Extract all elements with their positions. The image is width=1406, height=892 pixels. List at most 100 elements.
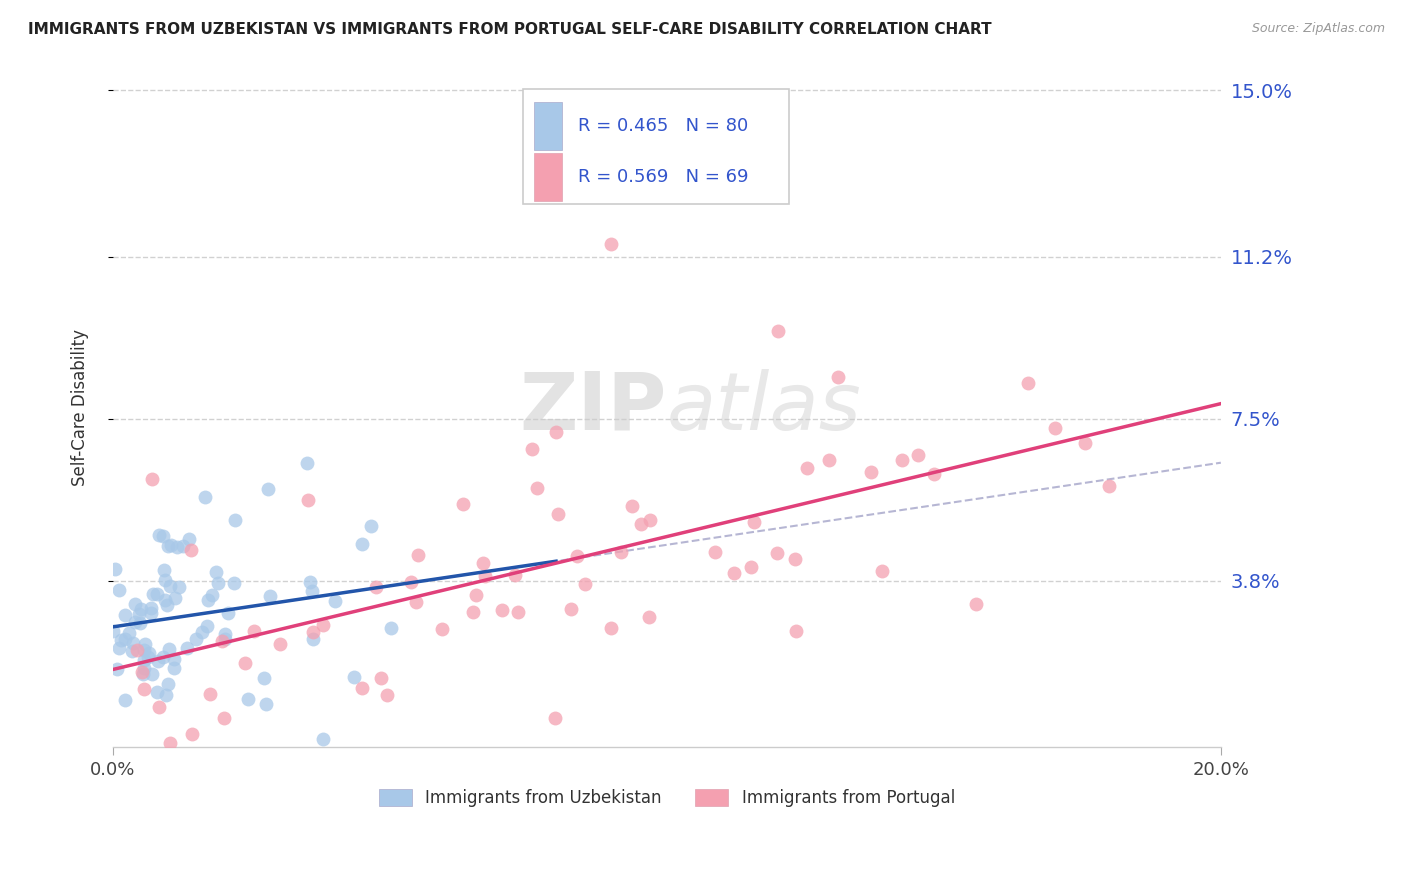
Point <box>350 536 373 550</box>
Point <box>544 711 567 725</box>
Point <box>148 528 170 542</box>
Point <box>723 566 745 581</box>
Point <box>312 618 335 632</box>
Point <box>201 588 224 602</box>
Point <box>211 634 233 648</box>
Point <box>560 602 582 616</box>
Point <box>214 627 236 641</box>
Point <box>110 632 132 647</box>
Point <box>630 517 652 532</box>
Point <box>197 593 219 607</box>
Point <box>380 622 402 636</box>
Point <box>703 545 725 559</box>
Point <box>323 594 346 608</box>
Point <box>156 599 179 613</box>
Point <box>520 442 543 456</box>
Point <box>257 482 280 496</box>
Point <box>860 465 883 479</box>
Point <box>474 569 496 583</box>
Point <box>167 580 190 594</box>
Text: Source: ZipAtlas.com: Source: ZipAtlas.com <box>1251 22 1385 36</box>
Point <box>152 650 174 665</box>
Point <box>1074 435 1097 450</box>
Point <box>214 711 236 725</box>
Point <box>155 689 177 703</box>
Point <box>191 624 214 639</box>
Point <box>132 682 155 697</box>
Text: R = 0.465   N = 80: R = 0.465 N = 80 <box>578 117 748 136</box>
Point <box>163 591 186 605</box>
Point <box>600 236 623 251</box>
Point <box>186 632 208 646</box>
Point <box>907 448 929 462</box>
Point <box>195 618 218 632</box>
Legend: Immigrants from Uzbekistan, Immigrants from Portugal: Immigrants from Uzbekistan, Immigrants f… <box>373 782 962 814</box>
Point <box>146 685 169 699</box>
Point <box>295 456 318 470</box>
Point <box>1045 421 1067 435</box>
Point <box>179 533 201 547</box>
Point <box>121 636 143 650</box>
Point <box>610 545 633 559</box>
Text: atlas: atlas <box>666 369 862 447</box>
Point <box>125 642 148 657</box>
Point <box>105 662 128 676</box>
Point <box>765 546 787 560</box>
Point <box>638 513 661 527</box>
Point <box>238 692 260 706</box>
Point <box>506 605 529 619</box>
Point <box>181 727 204 741</box>
Point <box>343 670 366 684</box>
Point <box>146 587 169 601</box>
Point <box>269 637 291 651</box>
Point <box>114 608 136 623</box>
Point <box>600 621 623 635</box>
Point <box>1097 479 1119 493</box>
Point <box>544 425 567 439</box>
Point <box>565 549 588 563</box>
Point <box>118 625 141 640</box>
Point <box>370 671 392 685</box>
Point <box>465 588 488 602</box>
Point <box>155 573 177 587</box>
Point <box>153 563 176 577</box>
Point <box>377 689 399 703</box>
Point <box>128 607 150 622</box>
Point <box>124 615 146 629</box>
Point <box>139 601 162 615</box>
Point <box>259 589 281 603</box>
Point <box>360 519 382 533</box>
Point <box>785 624 807 638</box>
Point <box>108 640 131 655</box>
Point <box>194 491 217 505</box>
Point <box>142 587 165 601</box>
Point <box>301 624 323 639</box>
Point <box>451 497 474 511</box>
Point <box>214 632 236 646</box>
Point <box>472 556 495 570</box>
Point <box>132 661 155 675</box>
Point <box>297 493 319 508</box>
Point <box>301 584 323 599</box>
Point <box>742 515 765 529</box>
Point <box>134 653 156 667</box>
Bar <box>534 153 561 201</box>
Point <box>207 576 229 591</box>
Point <box>136 649 159 664</box>
Point <box>159 736 181 750</box>
Point <box>121 644 143 658</box>
Point <box>965 597 987 611</box>
Point <box>574 576 596 591</box>
Point <box>114 632 136 646</box>
Point <box>148 654 170 668</box>
Point <box>152 529 174 543</box>
Point <box>141 472 163 486</box>
Point <box>224 513 246 527</box>
Text: R = 0.569   N = 69: R = 0.569 N = 69 <box>578 168 749 186</box>
Point <box>157 642 180 657</box>
Point <box>870 564 893 578</box>
Point <box>131 665 153 680</box>
Point <box>312 731 335 746</box>
Point <box>399 575 422 590</box>
Point <box>430 622 453 636</box>
